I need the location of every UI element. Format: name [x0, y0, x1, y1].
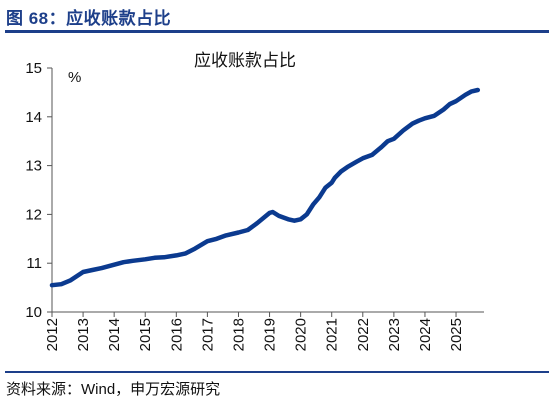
- x-tick-label: 2015: [137, 318, 154, 351]
- y-tick-label: 14: [25, 109, 42, 126]
- y-tick-label: 15: [25, 60, 42, 77]
- footer-rule: [5, 371, 549, 373]
- y-axis-ticks: 10 11 12 13 14 15: [25, 60, 52, 321]
- x-tick-label: 2013: [75, 318, 92, 351]
- x-tick-label: 2019: [262, 318, 279, 351]
- x-tick-label: 2017: [199, 318, 216, 351]
- source-note: 资料来源：Wind，申万宏源研究: [6, 381, 221, 398]
- y-tick-label: 12: [25, 206, 42, 223]
- x-tick-label: 2018: [230, 318, 247, 351]
- x-tick-label: 2021: [324, 318, 341, 351]
- x-tick-label: 2022: [355, 318, 372, 351]
- title-rule: [5, 30, 549, 33]
- x-tick-label: 2012: [44, 318, 61, 351]
- x-axis-ticks: 2012 2013 2014 2015 2016 2017 2018 2019 2020 2021…: [44, 312, 465, 351]
- y-tick-label: 11: [26, 255, 42, 272]
- x-tick-label: 2014: [106, 318, 123, 351]
- x-tick-label: 2025: [448, 318, 465, 351]
- figure-title: 图 68：应收账款占比: [6, 9, 172, 28]
- series-line: [49, 87, 481, 288]
- axes: [51, 68, 484, 313]
- x-tick-label: 2016: [168, 318, 185, 351]
- y-tick-label: 13: [25, 158, 42, 175]
- y-axis-unit-label: %: [68, 69, 81, 86]
- y-tick-label: 10: [25, 304, 42, 321]
- x-tick-label: 2023: [386, 318, 403, 351]
- x-tick-label: 2020: [293, 318, 310, 351]
- chart-title: 应收账款占比: [194, 51, 296, 70]
- x-tick-label: 2024: [417, 318, 434, 351]
